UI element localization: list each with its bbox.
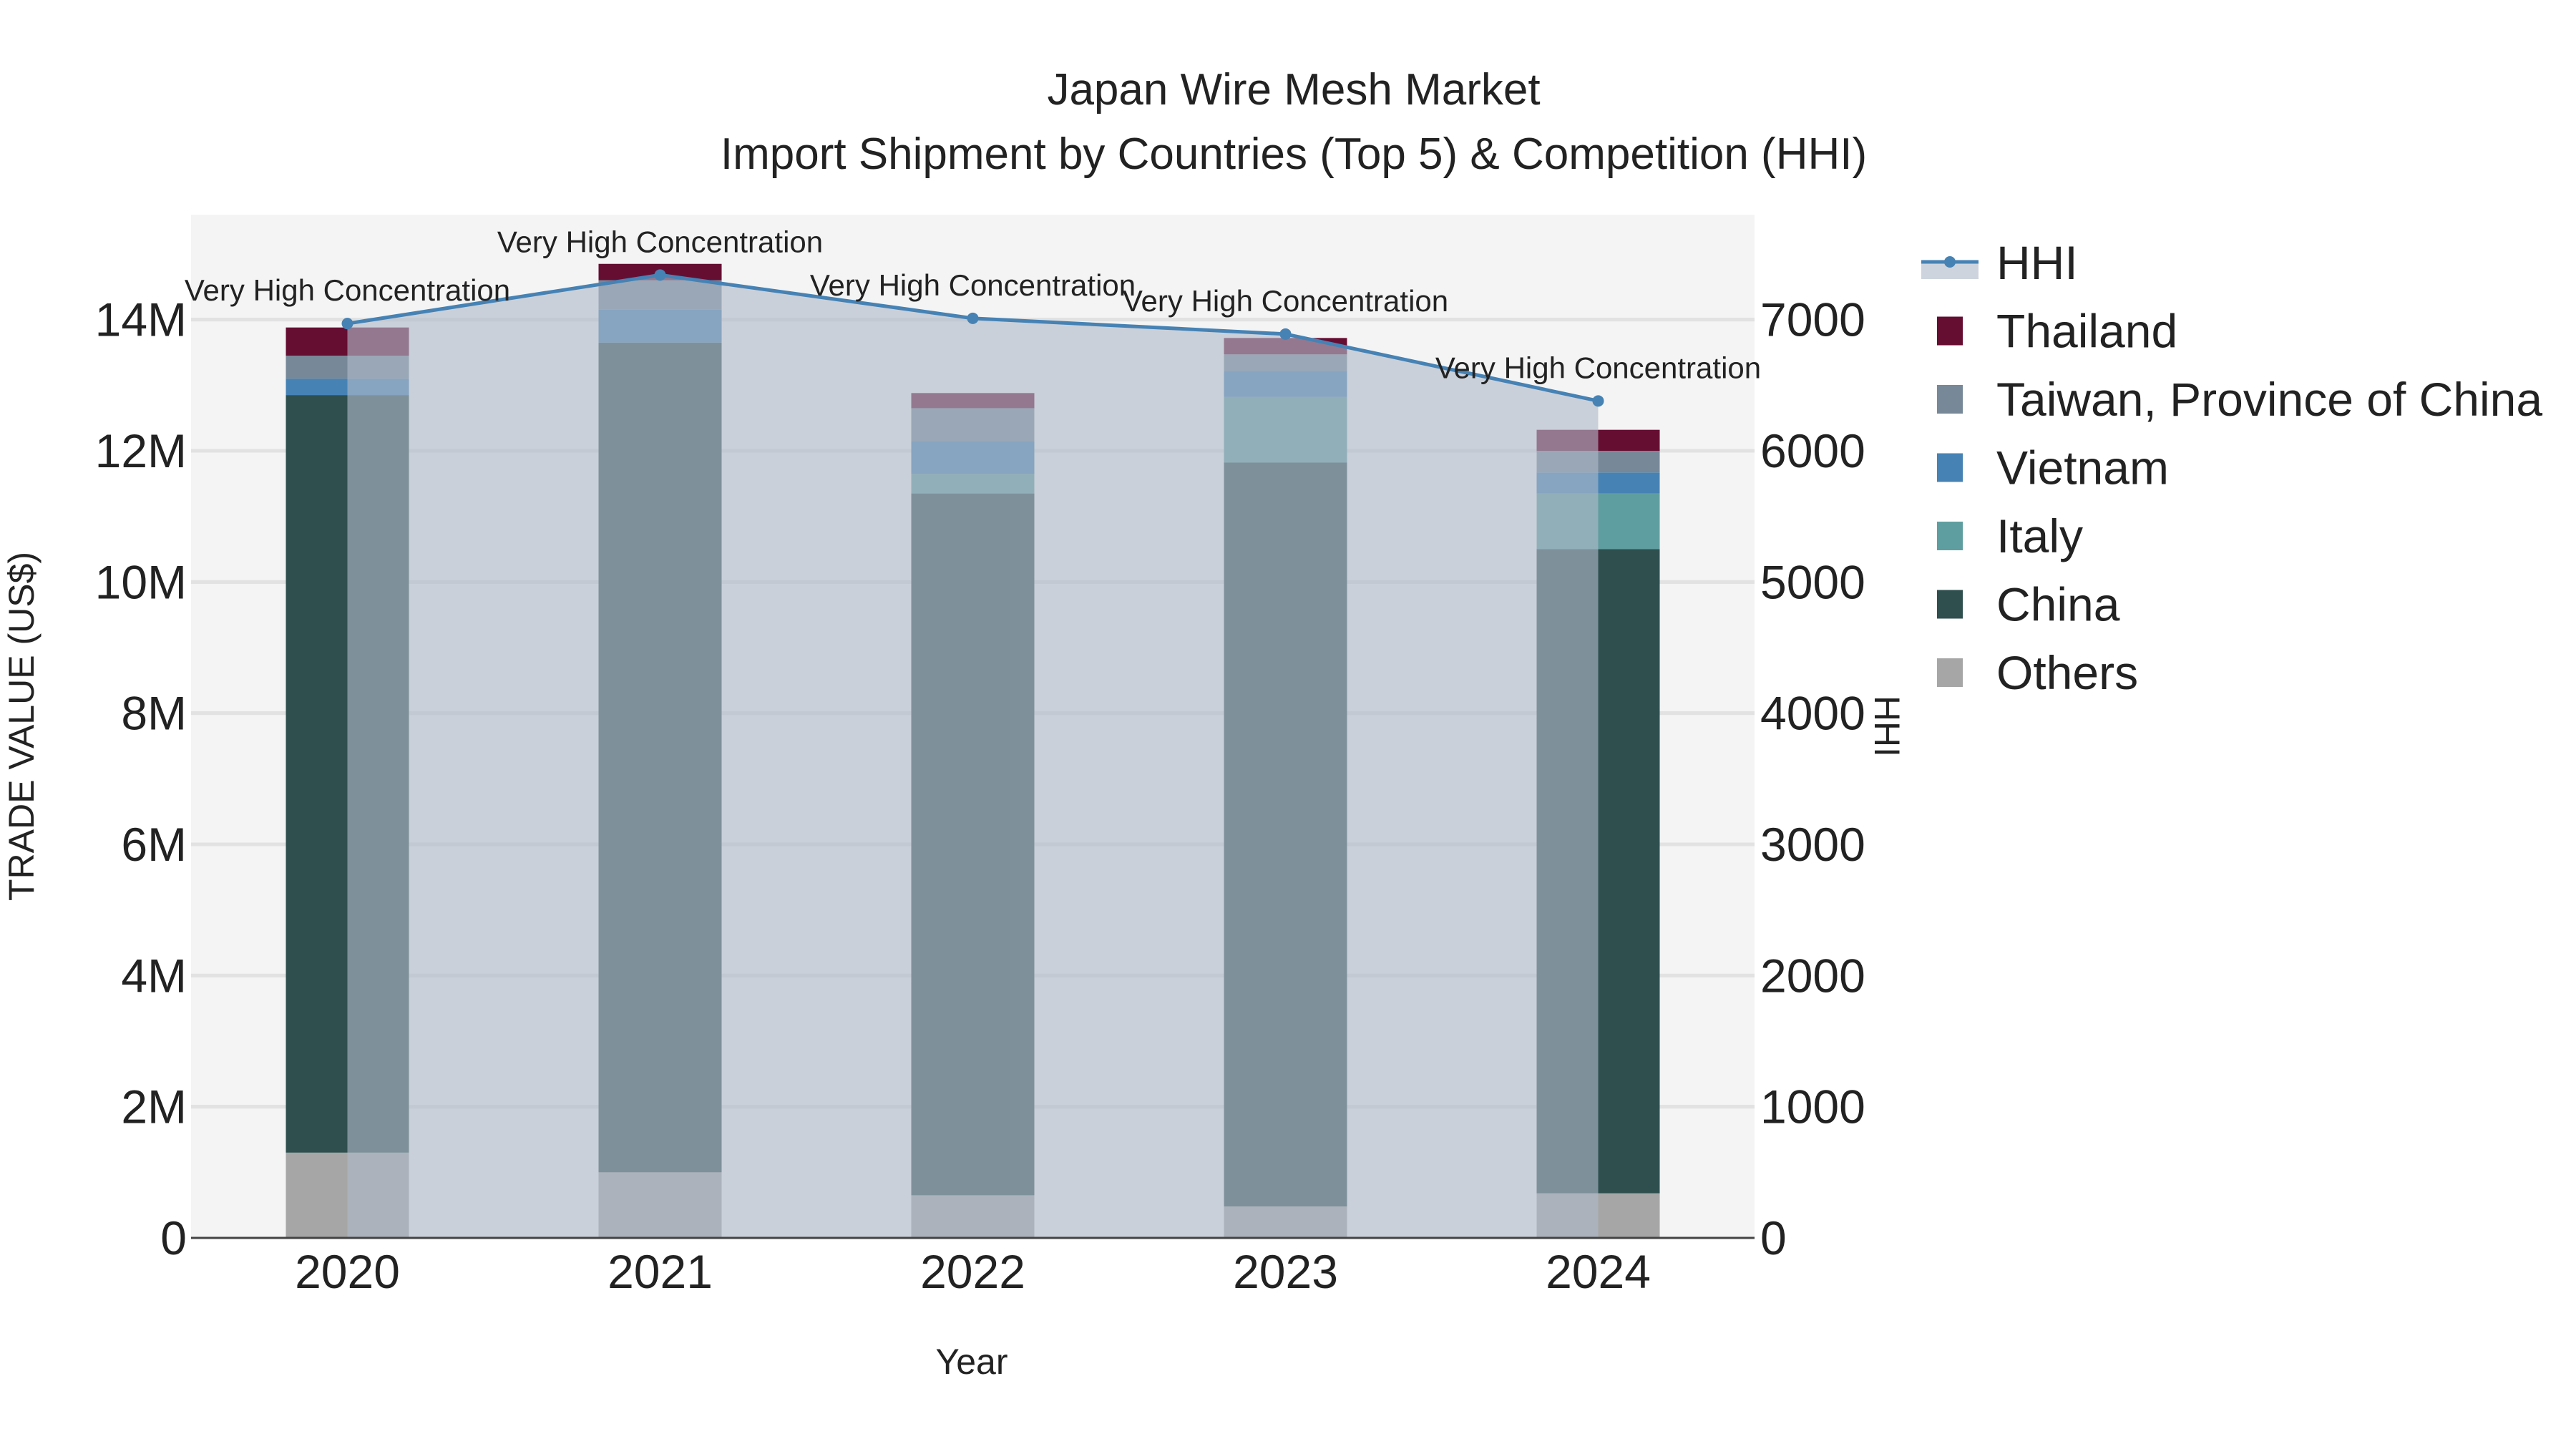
hhi-annotation-2024: Very High Concentration <box>1435 351 1761 384</box>
hhi-point-2024 <box>1592 395 1604 407</box>
hhi-area <box>347 275 1599 1238</box>
legend: HHI Thailand Taiwan, Province of China Viet… <box>1921 236 2542 699</box>
y-tick-label: 6M <box>121 818 187 871</box>
hhi-annotation-2022: Very High Concentration <box>810 268 1136 302</box>
y2-axis-title: HHI <box>1867 696 1907 757</box>
legend-label-vietnam: Vietnam <box>1996 441 2169 494</box>
x-tick-label-2022: 2022 <box>920 1245 1025 1298</box>
y2-tick-label: 6000 <box>1760 424 1865 477</box>
y2-tick-label: 1000 <box>1760 1080 1865 1133</box>
hhi-point-2023 <box>1279 328 1292 340</box>
y2-tick-label: 4000 <box>1760 687 1865 740</box>
legend-item-hhi: HHI <box>1921 236 2078 289</box>
legend-swatch-thailand <box>1937 316 1963 346</box>
legend-item-thailand: Thailand <box>1937 305 2177 358</box>
y-tick-label: 14M <box>95 293 187 346</box>
hhi-point-2022 <box>967 312 979 324</box>
legend-swatch-taiwan-province-of-china <box>1937 385 1963 414</box>
chart-subtitle: Import Shipment by Countries (Top 5) & C… <box>721 130 1867 179</box>
x-tick-label-2023: 2023 <box>1233 1245 1338 1298</box>
y-axis-ticks: 0 2M 4M 6M 8M 10M 12M 14M <box>95 293 187 1264</box>
x-axis-ticks: 2020 2021 2022 2023 2024 <box>295 1245 1651 1298</box>
legend-swatch-hhi-marker <box>1944 256 1956 268</box>
x-tick-label-2024: 2024 <box>1546 1245 1651 1298</box>
y2-tick-label: 5000 <box>1760 555 1865 608</box>
hhi-annotation-2020: Very High Concentration <box>185 273 510 307</box>
y-tick-label: 2M <box>121 1080 187 1133</box>
y2-tick-label: 0 <box>1760 1211 1787 1264</box>
hhi-point-2020 <box>341 318 353 330</box>
y-axis-title: TRADE VALUE (US$) <box>1 552 42 901</box>
x-tick-label-2021: 2021 <box>608 1245 713 1298</box>
y-tick-label: 12M <box>95 424 187 477</box>
legend-label-others: Others <box>1996 646 2138 699</box>
legend-swatch-others <box>1937 658 1963 687</box>
chart-title: Japan Wire Mesh Market <box>1047 65 1540 114</box>
y-tick-label: 10M <box>95 555 187 608</box>
legend-item-taiwan-province-of-china: Taiwan, Province of China <box>1937 373 2542 426</box>
y-tick-label: 4M <box>121 949 187 1002</box>
y-tick-label: 0 <box>160 1211 187 1264</box>
legend-label-taiwan-province-of-china: Taiwan, Province of China <box>1996 373 2542 426</box>
legend-item-others: Others <box>1937 646 2138 699</box>
x-axis-title: Year <box>935 1342 1008 1382</box>
legend-swatch-italy <box>1937 522 1963 550</box>
hhi-annotation-2023: Very High Concentration <box>1123 284 1448 318</box>
hhi-point-2021 <box>654 269 666 281</box>
y2-tick-label: 7000 <box>1760 293 1865 346</box>
legend-label-thailand: Thailand <box>1996 305 2177 358</box>
y2-tick-label: 3000 <box>1760 818 1865 871</box>
legend-label-china: China <box>1996 578 2120 631</box>
y2-tick-label: 2000 <box>1760 949 1865 1002</box>
x-tick-label-2020: 2020 <box>295 1245 400 1298</box>
legend-swatch-china <box>1937 590 1963 619</box>
legend-item-china: China <box>1937 578 2120 631</box>
legend-item-vietnam: Vietnam <box>1937 441 2169 494</box>
y-tick-label: 8M <box>121 687 187 740</box>
legend-label-hhi: HHI <box>1996 236 2078 289</box>
legend-swatch-vietnam <box>1937 453 1963 482</box>
hhi-annotation-2021: Very High Concentration <box>497 225 823 258</box>
legend-item-italy: Italy <box>1937 509 2083 562</box>
legend-label-italy: Italy <box>1996 509 2083 562</box>
y2-axis-ticks: 0 1000 2000 3000 4000 5000 6000 7000 <box>1760 293 1865 1264</box>
